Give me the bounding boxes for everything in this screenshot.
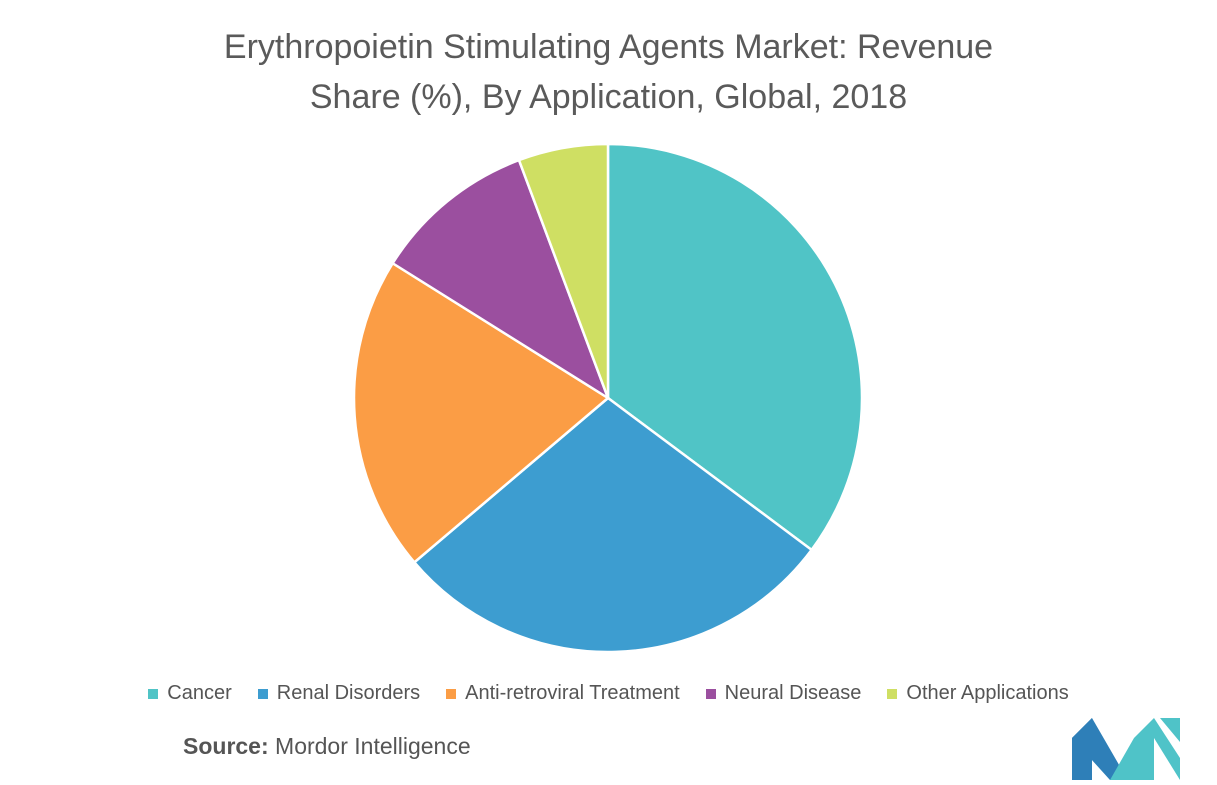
- legend-swatch: [887, 688, 898, 699]
- legend-label: Other Applications: [906, 682, 1069, 704]
- pie-slice-anti-retroviral-treatment: [352, 261, 611, 565]
- mordor-intelligence-logo-icon: [1072, 718, 1180, 780]
- source-text: Mordor Intelligence: [275, 733, 471, 759]
- pie-slice-renal-disorders: [412, 396, 814, 654]
- chart-title: Erythropoietin Stimulating Agents Market…: [0, 22, 1217, 122]
- legend-swatch: [705, 688, 716, 699]
- legend-label: Neural Disease: [724, 682, 862, 704]
- legend-swatch: [257, 688, 268, 699]
- chart-legend: Cancer Renal Disorders Anti-retroviral Tre…: [0, 682, 1217, 705]
- legend-item: Cancer: [148, 682, 232, 705]
- pie-slice-other-applications: [517, 142, 610, 399]
- legend-swatch: [446, 688, 457, 699]
- chart-title-line1: Erythropoietin Stimulating Agents Market…: [223, 28, 994, 66]
- legend-swatch: [148, 688, 159, 699]
- legend-label: Cancer: [167, 682, 232, 704]
- source-note: Source: Mordor Intelligence: [183, 733, 471, 760]
- pie-slice-neural-disease: [390, 158, 611, 402]
- chart-title-line2: Share (%), By Application, Global, 2018: [309, 78, 908, 116]
- legend-label: Renal Disorders: [276, 682, 421, 704]
- pie-slice-cancer: [606, 142, 864, 552]
- legend-item: Other Applications: [887, 682, 1069, 705]
- source-label: Source:: [183, 733, 269, 759]
- legend-item: Anti-retroviral Treatment: [446, 682, 680, 705]
- legend-item: Renal Disorders: [257, 682, 421, 705]
- legend-item: Neural Disease: [705, 682, 862, 705]
- legend-label: Anti-retroviral Treatment: [465, 682, 680, 704]
